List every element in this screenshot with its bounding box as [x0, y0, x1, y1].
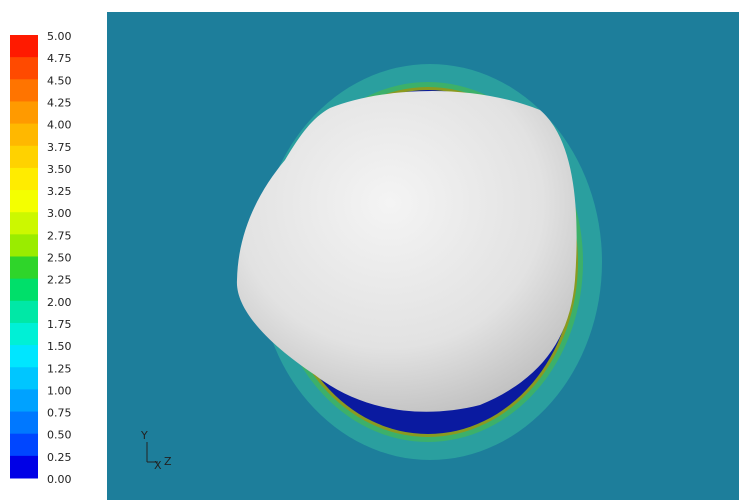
- legend-label: 0.75: [47, 407, 72, 420]
- legend-label: 1.00: [47, 384, 72, 397]
- legend-label: 3.50: [47, 163, 72, 176]
- legend-label: 1.50: [47, 340, 72, 353]
- legend-label: 4.25: [47, 96, 72, 109]
- legend-label: 0.25: [47, 451, 72, 464]
- legend-label: 1.25: [47, 362, 72, 375]
- body-surface: [236, 90, 577, 412]
- legend-swatch: [10, 322, 38, 346]
- legend-label: 3.00: [47, 207, 72, 220]
- legend-swatch: [10, 389, 38, 413]
- legend-swatch: [10, 57, 38, 80]
- legend-swatch: [10, 123, 38, 147]
- legend-swatch: [10, 212, 38, 235]
- legend-label: 0.00: [47, 473, 72, 486]
- legend-swatch: [10, 345, 38, 368]
- legend-label: 4.00: [47, 119, 72, 132]
- legend-swatch: [10, 190, 38, 213]
- axis-label: Z: [164, 455, 172, 468]
- color-legend: 5.00 4.75 4.50 4.25 4.00 3.75 3.50 3.25 3.00 2.75…: [10, 30, 72, 486]
- axis-label: Y: [140, 429, 148, 442]
- legend-swatch: [10, 101, 38, 125]
- legend-label: 2.50: [47, 252, 72, 265]
- legend-swatch: [10, 300, 38, 324]
- legend-swatch: [10, 411, 38, 435]
- legend-label: 3.25: [47, 185, 72, 198]
- legend-label: 4.75: [47, 52, 72, 65]
- legend-swatch: [10, 234, 38, 257]
- legend-swatch: [10, 256, 38, 280]
- legend-swatch: [10, 145, 38, 169]
- legend-swatch: [10, 367, 38, 390]
- legend-label: 4.50: [47, 74, 72, 87]
- legend-swatch: [10, 433, 38, 457]
- legend-label: 2.75: [47, 229, 72, 242]
- legend-swatch: [10, 455, 38, 479]
- legend-label: 2.25: [47, 274, 72, 287]
- legend-label: 2.00: [47, 296, 72, 309]
- legend-swatch: [10, 278, 38, 302]
- axis-label: X: [154, 459, 162, 472]
- legend-label: 3.75: [47, 141, 72, 154]
- legend-label: 0.50: [47, 429, 72, 442]
- legend-swatch: [10, 79, 38, 102]
- axis-triad: Y X Z: [140, 429, 172, 472]
- legend-swatch: [10, 167, 38, 191]
- legend-label: 5.00: [47, 30, 72, 43]
- legend-label: 1.75: [47, 318, 72, 331]
- legend-swatch: [10, 35, 38, 58]
